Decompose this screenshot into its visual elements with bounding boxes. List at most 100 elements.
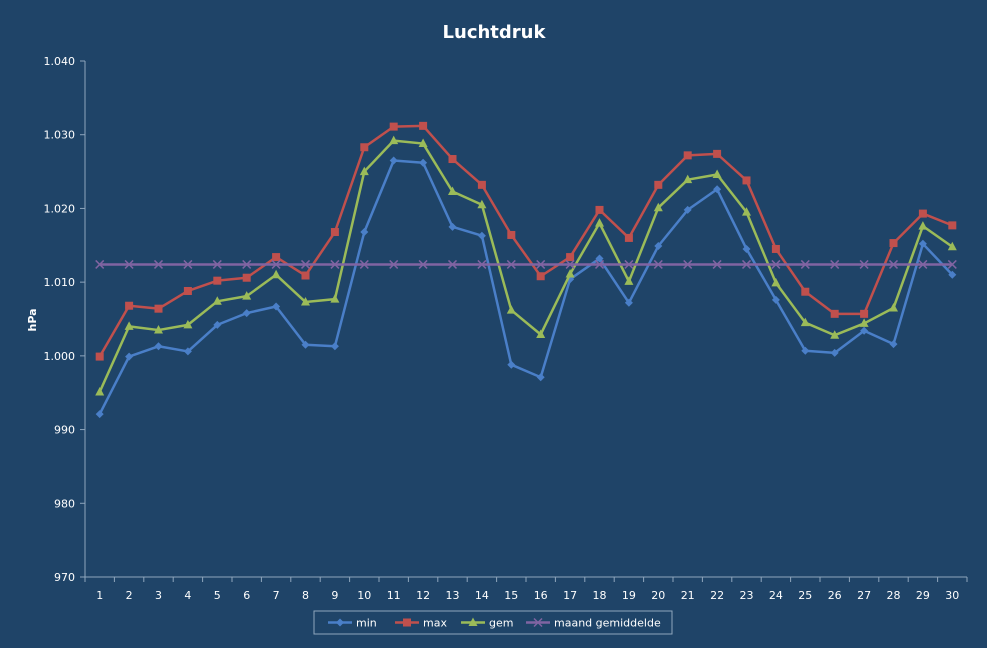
data-point-max [742, 176, 751, 185]
legend-item-gem: gem [461, 617, 513, 630]
x-tick-label: 4 [184, 589, 191, 602]
y-tick-label: 1.000 [44, 350, 76, 363]
x-tick-label: 20 [651, 589, 665, 602]
x-tick-label: 2 [126, 589, 133, 602]
data-point-max [536, 272, 545, 281]
data-point-min [536, 373, 545, 382]
data-point-maand-gemiddelde [477, 259, 487, 269]
plot-area [95, 121, 957, 419]
data-point-gem [918, 221, 928, 230]
data-point-min [242, 309, 251, 318]
data-point-min [507, 360, 516, 369]
data-point-gem [154, 325, 163, 334]
x-tick-label: 23 [740, 589, 754, 602]
data-point-maand-gemiddelde [271, 259, 281, 269]
x-tick-label: 24 [769, 589, 783, 602]
data-point-maand-gemiddelde [683, 259, 693, 269]
data-point-max [860, 309, 869, 318]
data-point-gem [359, 166, 369, 176]
data-point-gem [183, 319, 193, 329]
y-tick-labels: 970 980 990 1.000 1.010 1.020 1.030 1.040 [44, 55, 76, 584]
data-point-max [948, 221, 957, 230]
x-tick-label: 18 [593, 589, 607, 602]
data-point-gem [800, 317, 810, 327]
data-point-max [918, 209, 927, 218]
data-point-maand-gemiddelde [506, 259, 516, 269]
data-point-gem [653, 202, 663, 212]
data-point-max [830, 309, 839, 318]
x-tick-label: 27 [857, 589, 871, 602]
data-point-min [389, 156, 398, 165]
data-point-max [771, 244, 780, 253]
x-tick-label: 30 [945, 589, 959, 602]
y-tick-label: 980 [54, 497, 75, 510]
data-point-maand-gemiddelde [830, 259, 840, 269]
data-point-max [801, 287, 810, 296]
legend-item-min: min [328, 617, 377, 630]
y-tick-label: 1.030 [44, 129, 76, 142]
data-point-maand-gemiddelde [418, 259, 428, 269]
series-line-min [98, 159, 954, 415]
x-tick-label: 29 [916, 589, 930, 602]
data-point-min [154, 342, 163, 351]
data-point-min [213, 320, 222, 329]
data-point-max [507, 230, 516, 239]
data-point-gem [477, 199, 487, 209]
data-point-min [595, 254, 604, 263]
data-point-max [272, 253, 281, 262]
data-point-maand-gemiddelde [653, 259, 663, 269]
data-point-max [360, 143, 369, 152]
data-point-maand-gemiddelde [918, 259, 928, 269]
x-tick-label: 8 [302, 589, 309, 602]
data-point-gem [506, 305, 516, 314]
axes [80, 60, 968, 582]
x-tick-label: 19 [622, 589, 636, 602]
series-line-max [98, 124, 953, 358]
series-line-gem [98, 139, 954, 393]
data-point-min [624, 298, 633, 307]
data-point-maand-gemiddelde [124, 259, 134, 269]
data-point-max [183, 286, 192, 295]
y-tick-label: 1.010 [44, 276, 76, 289]
data-point-gem [595, 218, 604, 227]
data-point-min [889, 340, 898, 349]
data-point-maand-gemiddelde [800, 259, 810, 269]
x-tick-label: 14 [475, 589, 489, 602]
data-point-maand-gemiddelde [565, 259, 575, 269]
data-point-max [125, 301, 134, 310]
legend-item-maand-gemiddelde: maand gemiddelde [526, 617, 661, 630]
data-point-maand-gemiddelde [624, 259, 634, 269]
legend-item-max: max [395, 617, 447, 630]
x-tick-label: 1 [96, 589, 103, 602]
data-point-min [330, 342, 339, 351]
data-point-min [742, 244, 751, 253]
data-point-gem [889, 302, 898, 312]
data-point-gem [712, 169, 722, 179]
x-tick-label: 28 [887, 589, 901, 602]
x-tick-labels: 1 2 3 4 5 6 7 8 9 10 11 12 13 14 15 16 17 18 19 20 21 22 23 24 2… [96, 589, 959, 602]
data-point-maand-gemiddelde [741, 259, 752, 269]
x-tick-label: 15 [504, 589, 518, 602]
y-tick-label: 1.020 [44, 202, 76, 215]
x-tick-label: 22 [710, 589, 724, 602]
data-point-min [830, 348, 839, 357]
legend-label: maand gemiddelde [554, 617, 661, 630]
x-tick-label: 5 [214, 589, 221, 602]
data-point-max [683, 151, 692, 160]
data-point-max [448, 155, 457, 164]
data-point-maand-gemiddelde [536, 259, 546, 269]
data-point-gem [859, 318, 869, 327]
legend-label: max [423, 617, 447, 630]
data-point-max [389, 122, 398, 131]
data-point-min [713, 185, 722, 194]
data-point-gem [242, 291, 252, 300]
data-point-maand-gemiddelde [712, 259, 722, 269]
data-point-maand-gemiddelde [212, 259, 222, 269]
data-point-max [301, 271, 310, 280]
data-point-gem [448, 186, 457, 195]
data-point-min [771, 295, 780, 304]
data-point-min [272, 302, 281, 311]
data-point-min [448, 222, 457, 231]
